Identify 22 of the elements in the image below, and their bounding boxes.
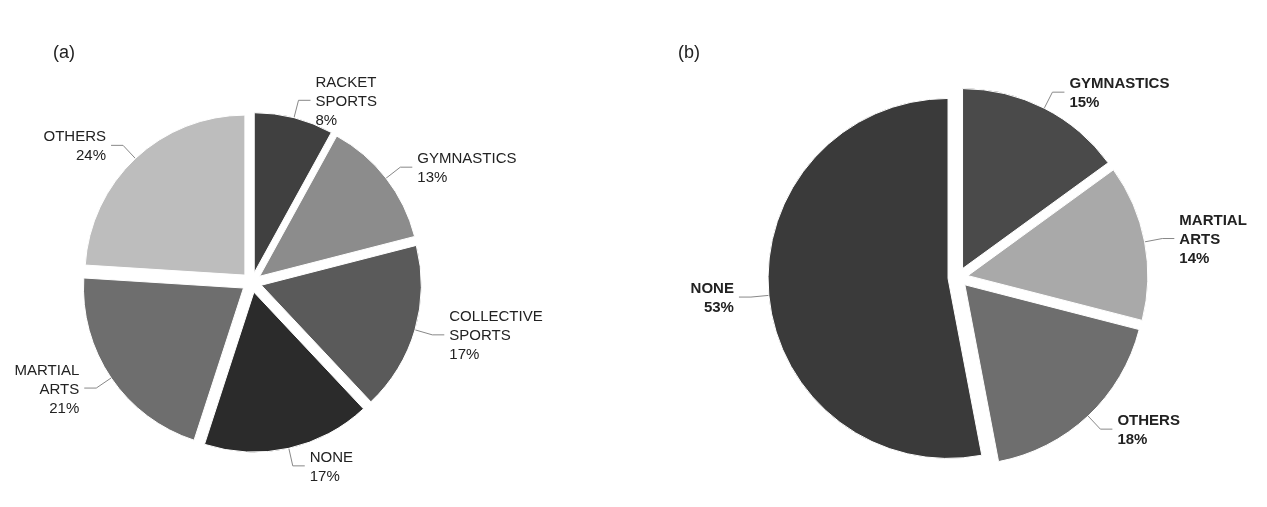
data-label: 53% <box>703 298 734 316</box>
data-label: 17% <box>449 345 480 363</box>
slice-label: RACKET SPORTS <box>315 72 377 109</box>
slice-label: OTHERS <box>1117 411 1180 429</box>
slice-label: COLLECTIVE SPORTS <box>449 307 543 344</box>
data-label: 24% <box>76 146 107 164</box>
data-label: 18% <box>1117 430 1148 448</box>
slice-label: MARTIAL ARTS <box>1179 211 1247 248</box>
data-label: 8% <box>315 110 338 128</box>
slice-label: NONE <box>309 447 354 465</box>
slice-label: GYMNASTICS <box>417 149 517 167</box>
data-label: 13% <box>417 168 448 186</box>
data-label: 14% <box>1179 249 1210 267</box>
chart-title: (a) <box>53 42 75 62</box>
slice-label: GYMNASTICS <box>1069 74 1170 92</box>
data-label: 15% <box>1069 93 1100 111</box>
slice-label: MARTIAL ARTS <box>14 360 80 397</box>
data-label: 21% <box>49 398 80 416</box>
slice-label: OTHERS <box>43 127 107 145</box>
slice-label: NONE <box>690 279 734 297</box>
chart-title: (b) <box>678 42 700 62</box>
data-label: 17% <box>309 466 340 484</box>
